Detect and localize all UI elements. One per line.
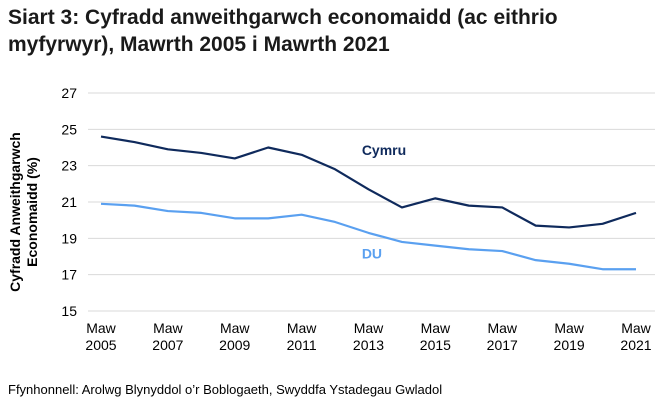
x-tick-label: 2013 xyxy=(353,337,384,353)
x-tick-label: 2015 xyxy=(420,337,451,353)
y-tick-label: 21 xyxy=(61,194,77,210)
x-tick-label: 2009 xyxy=(219,337,250,353)
x-tick-label: Maw xyxy=(86,320,116,336)
series-label: Cymru xyxy=(362,142,406,158)
x-tick-label: 2017 xyxy=(487,337,518,353)
x-tick-label: Maw xyxy=(554,320,584,336)
y-tick-label: 25 xyxy=(61,121,77,137)
x-tick-label: 2019 xyxy=(554,337,585,353)
x-tick-label: 2011 xyxy=(287,337,317,353)
source-note: Ffynhonnell: Arolwg Blynyddol o’r Boblog… xyxy=(8,382,443,397)
series-label: DU xyxy=(362,245,382,261)
x-tick-label: Maw xyxy=(621,320,651,336)
y-tick-label: 17 xyxy=(61,267,77,283)
x-tick-label: Maw xyxy=(153,320,183,336)
x-tick-label: Maw xyxy=(354,320,384,336)
y-tick-label: 15 xyxy=(61,303,77,319)
x-tick-label: 2005 xyxy=(85,337,116,353)
x-tick-label: Maw xyxy=(421,320,451,336)
y-axis-label-line: Cyfradd Anweithgarwch xyxy=(7,132,23,292)
x-tick-label: Maw xyxy=(487,320,517,336)
y-tick-label: 19 xyxy=(61,230,77,246)
chart-title: Siart 3: Cyfradd anweithgarwch economaid… xyxy=(8,6,558,56)
y-axis-label: Cyfradd Anweithgarwch Economaidd (%) xyxy=(7,132,40,292)
x-tick-label: 2007 xyxy=(152,337,183,353)
x-tick-label: Maw xyxy=(220,320,250,336)
y-tick-label: 27 xyxy=(61,85,77,101)
x-tick-label: 2021 xyxy=(620,337,651,353)
y-axis-label-line: Economaidd (%) xyxy=(24,157,40,267)
x-tick-label: Maw xyxy=(287,320,317,336)
y-tick-label: 23 xyxy=(61,158,77,174)
